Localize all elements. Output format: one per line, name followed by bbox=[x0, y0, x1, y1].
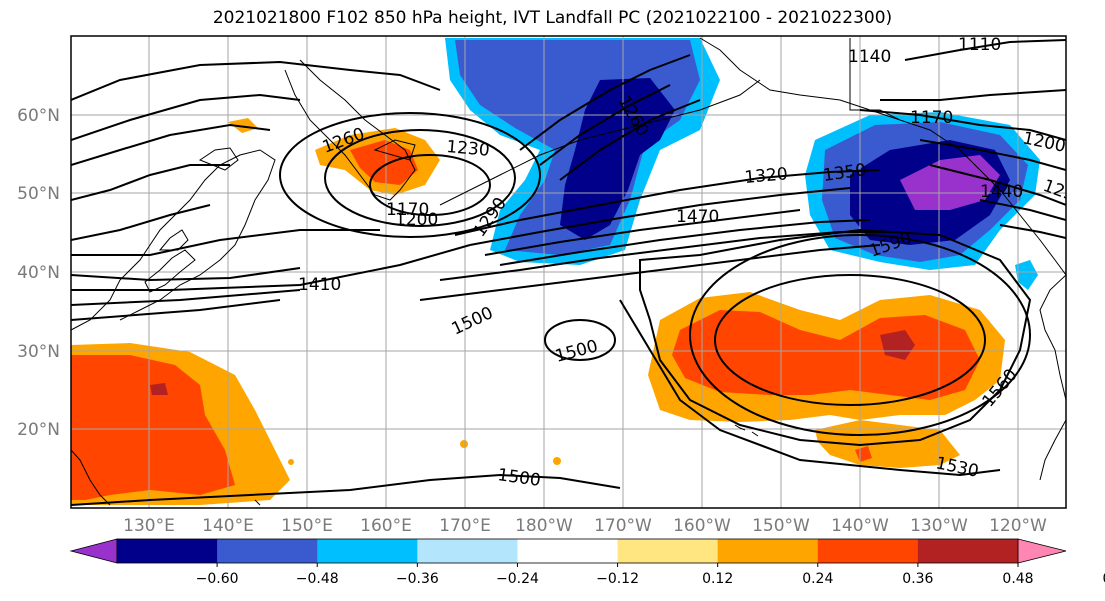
colorbar-tick-label: 0.48 bbox=[1002, 571, 1033, 587]
colorbar-segment bbox=[717, 539, 819, 563]
height-contours bbox=[71, 39, 1066, 506]
longitude-labels: 130°E 140°E 150°E 160°E 170°E 180°W 170°… bbox=[123, 516, 1047, 536]
colorbar-tick-label: 0.24 bbox=[802, 571, 833, 587]
ivt-negative-region-alaska bbox=[805, 112, 1040, 290]
ivt-positive-region-west-pacific bbox=[71, 343, 561, 505]
lon-label: 140°E bbox=[202, 516, 254, 536]
colorbar-segment bbox=[217, 539, 318, 563]
colorbar-tick-label: −0.12 bbox=[596, 571, 639, 587]
lon-label: 170°W bbox=[594, 516, 652, 536]
lat-label: 20°N bbox=[17, 420, 60, 440]
colorbar-outline bbox=[116, 538, 1019, 564]
colorbar-segment bbox=[417, 539, 518, 563]
colorbar-segment bbox=[117, 539, 218, 563]
lon-label: 160°E bbox=[360, 516, 412, 536]
lon-label: 140°W bbox=[831, 516, 889, 536]
contour-label: 1110 bbox=[958, 35, 1001, 55]
lon-label: 150°E bbox=[281, 516, 333, 536]
colorbar-segment bbox=[917, 539, 1019, 563]
colorbar-tick-label: 0.12 bbox=[702, 571, 733, 587]
colorbar-tick-label: −0.36 bbox=[396, 571, 439, 587]
map-gridlines bbox=[71, 36, 1066, 508]
colorbar: −0.60 −0.48 −0.36 −0.24 −0.12 0.12 0.24 0.36 0.4… bbox=[69, 538, 1105, 587]
contour-label: 1470 bbox=[676, 207, 719, 227]
contour-label: 1170 bbox=[910, 108, 953, 128]
contour-label: 1410 bbox=[298, 275, 341, 295]
colorbar-tick-label: −0.24 bbox=[496, 571, 539, 587]
colorbar-segment bbox=[317, 539, 418, 563]
colorbar-extend-right bbox=[1017, 538, 1067, 564]
colorbar-tick-label: 0.36 bbox=[902, 571, 933, 587]
colorbar-segment bbox=[617, 539, 719, 563]
lat-label: 30°N bbox=[17, 342, 60, 362]
lat-label: 60°N bbox=[17, 106, 60, 126]
colorbar-segment bbox=[817, 539, 919, 563]
contour-label: 1320 bbox=[744, 164, 789, 188]
chart-title: 2021021800 F102 850 hPa height, IVT Land… bbox=[212, 8, 893, 28]
contour-label: 1440 bbox=[980, 182, 1023, 202]
lat-label: 50°N bbox=[17, 184, 60, 204]
lon-label: 150°W bbox=[752, 516, 810, 536]
colorbar-tick-label: 0.60 bbox=[1103, 571, 1105, 587]
colorbar-segment bbox=[517, 539, 619, 563]
lat-label: 40°N bbox=[17, 263, 60, 283]
latitude-labels: 60°N 50°N 40°N 30°N 20°N bbox=[17, 106, 60, 440]
colorbar-extend-left bbox=[69, 538, 118, 564]
colorbar-tick-label: −0.60 bbox=[196, 571, 239, 587]
colorbar-tick-label: −0.48 bbox=[296, 571, 339, 587]
lon-label: 180°W bbox=[515, 516, 573, 536]
contour-label: 1200 bbox=[395, 210, 438, 230]
lon-label: 160°W bbox=[673, 516, 731, 536]
ivt-positive-region-east-pacific bbox=[648, 292, 1005, 468]
contour-label: 1230 bbox=[446, 137, 491, 161]
lon-label: 120°W bbox=[989, 516, 1047, 536]
lon-label: 130°W bbox=[910, 516, 968, 536]
map-border bbox=[70, 35, 1067, 509]
contour-label: 1170 bbox=[386, 200, 429, 220]
lon-label: 130°E bbox=[123, 516, 175, 536]
lon-label: 170°E bbox=[439, 516, 491, 536]
contour-label: 1140 bbox=[848, 47, 891, 67]
